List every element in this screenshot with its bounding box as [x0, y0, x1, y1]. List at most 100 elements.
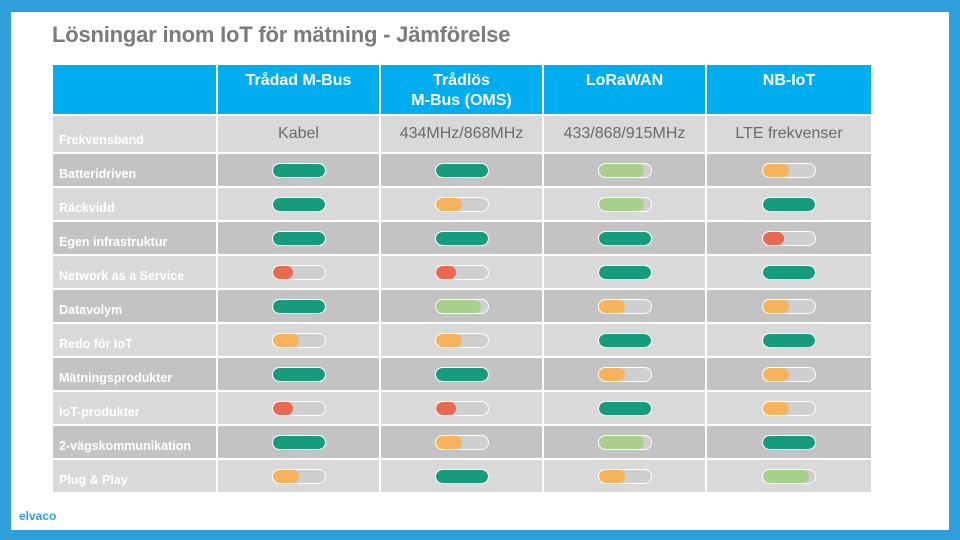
rating-fill	[598, 299, 625, 313]
table-cell	[544, 188, 707, 220]
rating-indicator	[434, 196, 489, 212]
table-cell: 434MHz/868MHz	[381, 116, 544, 152]
rating-fill	[598, 435, 645, 449]
rating-indicator	[434, 366, 489, 382]
page-title: Lösningar inom IoT för mätning - Jämföre…	[52, 22, 511, 47]
rating-indicator	[597, 434, 652, 450]
rating-fill	[598, 265, 651, 279]
rating-indicator	[597, 298, 652, 314]
rating-fill	[763, 469, 809, 483]
table-cell	[381, 154, 544, 186]
rating-fill	[763, 333, 815, 347]
rating-fill	[598, 231, 651, 245]
rating-indicator	[762, 162, 816, 178]
rating-fill	[435, 197, 462, 211]
table-row: Network as a Service	[53, 254, 876, 288]
rating-indicator	[271, 264, 326, 280]
rating-indicator	[271, 400, 326, 416]
header-wired-mbus: Trådad M-Bus	[218, 65, 381, 114]
table-row: Egen infrastruktur	[53, 220, 876, 254]
table-cell	[381, 188, 544, 220]
table-cell	[707, 256, 871, 288]
rating-indicator	[434, 162, 489, 178]
table-cell	[707, 460, 871, 492]
rating-indicator	[597, 366, 652, 382]
table-cell: LTE frekvenser	[707, 116, 871, 152]
table-cell	[544, 290, 707, 322]
table-cell	[381, 460, 544, 492]
rating-fill	[435, 299, 482, 313]
rating-indicator	[762, 298, 816, 314]
row-label: Datavolym	[53, 290, 218, 322]
rating-indicator	[597, 468, 652, 484]
rating-fill	[763, 435, 815, 449]
table-cell	[544, 460, 707, 492]
table-cell	[218, 460, 381, 492]
table-row: Mätningsprodukter	[53, 356, 876, 390]
table-cell	[707, 324, 871, 356]
row-label: Batteridriven	[53, 154, 218, 186]
rating-indicator	[434, 332, 489, 348]
table-cell	[544, 222, 707, 254]
table-row: 2-vägskommunikation	[53, 424, 876, 458]
row-label: Frekvensband	[53, 116, 218, 152]
rating-indicator	[597, 230, 652, 246]
table-cell	[544, 154, 707, 186]
table-cell	[544, 324, 707, 356]
row-label: IoT-produkter	[53, 392, 218, 424]
rating-indicator	[762, 332, 816, 348]
rating-fill	[598, 197, 645, 211]
rating-fill	[435, 333, 462, 347]
rating-fill	[272, 197, 325, 211]
rating-fill	[435, 401, 457, 415]
rating-indicator	[271, 332, 326, 348]
table-cell	[381, 290, 544, 322]
rating-fill	[435, 265, 457, 279]
table-cell	[381, 256, 544, 288]
rating-indicator	[762, 434, 816, 450]
rating-fill	[272, 333, 299, 347]
rating-fill	[272, 163, 325, 177]
header-wireless-mbus: Trådlös M-Bus (OMS)	[381, 65, 544, 114]
table-cell	[381, 392, 544, 424]
rating-fill	[272, 469, 299, 483]
table-row: Datavolym	[53, 288, 876, 322]
table-row-frequency: Frekvensband Kabel 434MHz/868MHz 433/868…	[53, 114, 876, 152]
row-label: Räckvidd	[53, 188, 218, 220]
rating-indicator	[271, 230, 326, 246]
rating-fill	[435, 231, 488, 245]
rating-indicator	[762, 230, 816, 246]
rating-fill	[763, 265, 815, 279]
rating-indicator	[597, 196, 652, 212]
rating-indicator	[434, 298, 489, 314]
rating-fill	[435, 435, 462, 449]
table-header: Trådad M-Bus Trådlös M-Bus (OMS) LoRaWAN…	[53, 65, 876, 114]
table-cell	[707, 290, 871, 322]
table-cell	[707, 392, 871, 424]
table-row: Räckvidd	[53, 186, 876, 220]
rating-fill	[763, 231, 784, 245]
table-cell	[218, 426, 381, 458]
row-label: Egen infrastruktur	[53, 222, 218, 254]
table-cell	[381, 358, 544, 390]
rating-fill	[763, 401, 789, 415]
header-lorawan: LoRaWAN	[544, 65, 707, 114]
table-cell	[218, 222, 381, 254]
rating-fill	[272, 435, 325, 449]
rating-fill	[763, 163, 789, 177]
rating-fill	[763, 197, 815, 211]
frequency-value: Kabel	[278, 125, 319, 142]
table-cell	[544, 358, 707, 390]
rating-indicator	[434, 264, 489, 280]
rating-rows: Batteridriven Räckvidd Egen infrastruktur N…	[53, 152, 876, 492]
table-cell	[218, 358, 381, 390]
rating-indicator	[434, 230, 489, 246]
table-cell	[381, 426, 544, 458]
rating-indicator	[271, 434, 326, 450]
table-cell	[218, 324, 381, 356]
rating-fill	[763, 367, 789, 381]
table-row: Redo för IoT	[53, 322, 876, 356]
rating-indicator	[762, 366, 816, 382]
rating-fill	[435, 163, 488, 177]
table-cell	[381, 324, 544, 356]
